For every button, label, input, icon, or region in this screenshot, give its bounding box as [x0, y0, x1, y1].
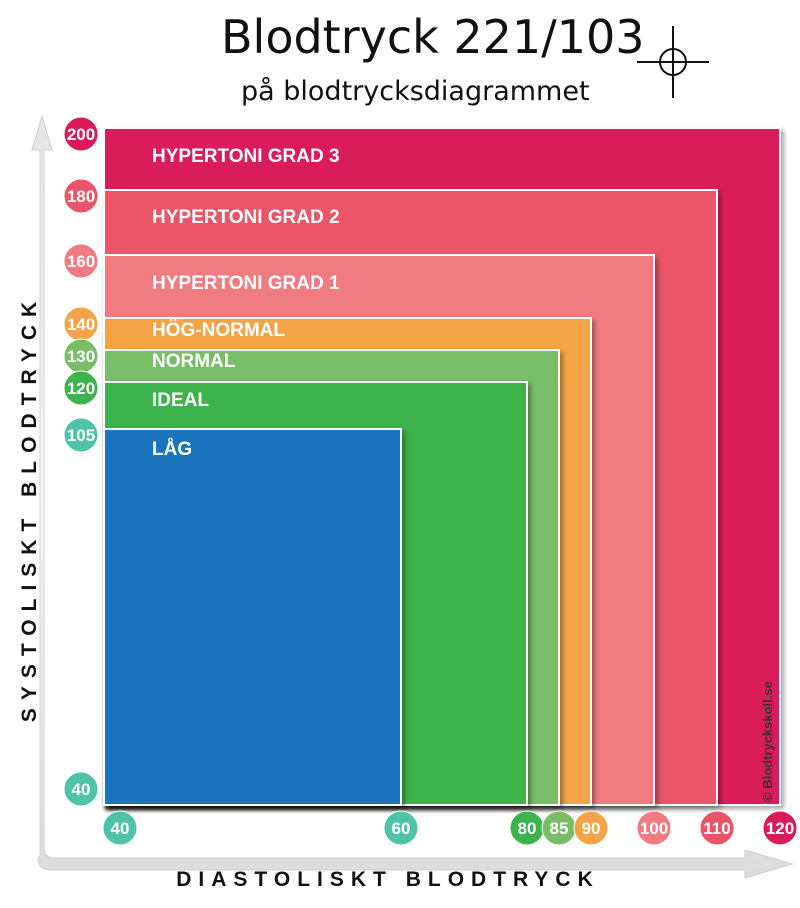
x-tick-badge	[762, 810, 798, 846]
x-tick-label: 90	[582, 819, 601, 838]
y-tick-badge	[63, 417, 99, 453]
y-tick-badge	[63, 116, 99, 152]
y-tick-badge	[63, 771, 99, 807]
zone-label: HYPERTONI GRAD 3	[152, 146, 340, 167]
x-axis-label: DIASTOLISKT BLODTRYCK	[176, 868, 600, 891]
y-tick-label: 105	[67, 426, 95, 445]
y-tick-label: 40	[72, 780, 91, 799]
zone-label: IDEAL	[152, 390, 209, 411]
zone-lag	[103, 428, 402, 806]
y-tick-badge	[63, 243, 99, 279]
y-tick-label: 160	[67, 252, 95, 271]
x-tick-label: 120	[766, 819, 794, 838]
axis-arrows	[31, 114, 794, 879]
copyright-text: © Blodtryckskoll.se	[760, 681, 775, 802]
y-tick-label: 140	[67, 315, 95, 334]
zone-label: HYPERTONI GRAD 2	[152, 207, 340, 228]
x-tick-badge	[636, 810, 672, 846]
x-tick-badge	[573, 810, 609, 846]
chart-subtitle: på blodtrycksdiagrammet	[241, 76, 590, 107]
zone-label: LÅG	[152, 439, 192, 460]
y-tick-badge	[63, 370, 99, 406]
zone-label: HÖG-NORMAL	[152, 320, 285, 341]
y-axis-label: SYSTOLISKT BLODTRYCK	[18, 293, 41, 723]
chart-title: Blodtryck 221/103	[221, 10, 645, 64]
x-tick-label: 40	[111, 819, 130, 838]
x-tick-label: 85	[550, 819, 569, 838]
y-tick-badge	[63, 178, 99, 214]
x-tick-label: 100	[640, 819, 668, 838]
zone-label: NORMAL	[152, 351, 236, 372]
x-tick-badge	[699, 810, 735, 846]
x-tick-badge	[383, 810, 419, 846]
y-tick-label: 130	[67, 347, 95, 366]
zone-label: HYPERTONI GRAD 1	[152, 273, 340, 294]
x-tick-label: 80	[518, 819, 537, 838]
y-tick-label: 200	[67, 125, 95, 144]
x-tick-badge	[102, 810, 138, 846]
x-tick-label: 60	[392, 819, 411, 838]
y-tick-label: 120	[67, 379, 95, 398]
x-tick-label: 110	[703, 819, 730, 838]
y-tick-label: 180	[67, 187, 95, 206]
